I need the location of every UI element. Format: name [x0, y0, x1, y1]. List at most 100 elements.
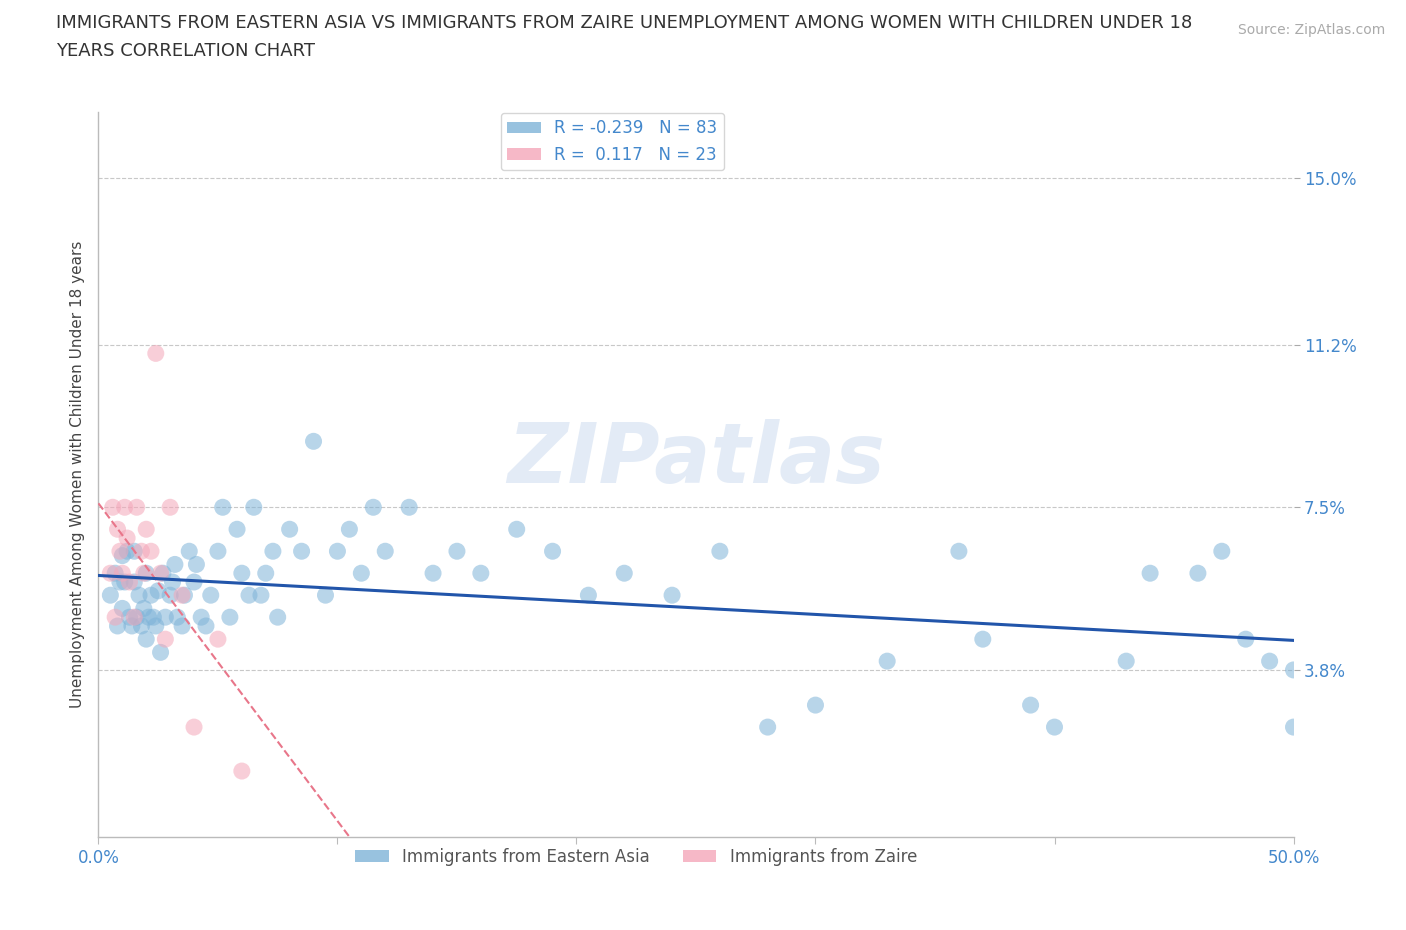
Point: [166, 610, 188, 625]
Point: [363, 499, 385, 514]
Point: [1211, 544, 1233, 559]
Point: [139, 588, 162, 603]
Point: [162, 575, 184, 590]
Point: [107, 618, 129, 633]
Y-axis label: Unemployment Among Women with Children Under 18 years: Unemployment Among Women with Children U…: [69, 241, 84, 708]
Point: [190, 610, 212, 625]
Point: [470, 565, 492, 580]
Point: [139, 544, 162, 559]
Point: [163, 557, 186, 572]
Point: [124, 544, 146, 559]
Point: [114, 499, 136, 514]
Point: [756, 720, 779, 735]
Point: [1139, 565, 1161, 580]
Point: [125, 499, 148, 514]
Point: [186, 557, 208, 572]
Point: [709, 544, 731, 559]
Point: [446, 544, 468, 559]
Point: [398, 499, 420, 514]
Point: [98, 565, 122, 580]
Point: [200, 588, 222, 603]
Point: [135, 631, 157, 646]
Point: [135, 522, 157, 537]
Point: [159, 588, 181, 603]
Point: [219, 610, 242, 625]
Point: [124, 610, 146, 625]
Point: [1234, 631, 1257, 646]
Text: Source: ZipAtlas.com: Source: ZipAtlas.com: [1237, 23, 1385, 37]
Point: [506, 522, 529, 537]
Point: [138, 610, 160, 625]
Point: [350, 565, 373, 580]
Point: [115, 531, 138, 546]
Text: IMMIGRANTS FROM EASTERN ASIA VS IMMIGRANTS FROM ZAIRE UNEMPLOYMENT AMONG WOMEN W: IMMIGRANTS FROM EASTERN ASIA VS IMMIGRAN…: [56, 14, 1192, 32]
Point: [374, 544, 396, 559]
Point: [315, 588, 337, 603]
Point: [291, 544, 314, 559]
Point: [948, 544, 970, 559]
Point: [132, 601, 155, 616]
Point: [1043, 720, 1066, 735]
Point: [267, 610, 290, 625]
Point: [1258, 654, 1281, 669]
Text: YEARS CORRELATION CHART: YEARS CORRELATION CHART: [56, 42, 315, 60]
Point: [302, 434, 325, 449]
Point: [422, 565, 444, 580]
Point: [104, 610, 127, 625]
Point: [238, 588, 260, 603]
Point: [111, 548, 134, 563]
Point: [108, 575, 131, 590]
Point: [339, 522, 361, 537]
Point: [207, 544, 229, 559]
Point: [101, 499, 124, 514]
Point: [231, 565, 253, 580]
Point: [98, 588, 122, 603]
Point: [250, 588, 273, 603]
Point: [1115, 654, 1137, 669]
Point: [211, 499, 233, 514]
Point: [1282, 720, 1305, 735]
Point: [142, 610, 165, 625]
Point: [131, 544, 153, 559]
Point: [125, 610, 148, 625]
Point: [254, 565, 277, 580]
Point: [108, 544, 131, 559]
Point: [172, 588, 194, 603]
Point: [155, 610, 177, 625]
Point: [104, 565, 127, 580]
Point: [183, 720, 205, 735]
Point: [172, 618, 194, 633]
Point: [179, 544, 201, 559]
Point: [207, 631, 229, 646]
Point: [145, 618, 167, 633]
Point: [145, 346, 167, 361]
Point: [1282, 662, 1305, 677]
Point: [149, 565, 172, 580]
Point: [155, 631, 177, 646]
Point: [972, 631, 994, 646]
Legend: Immigrants from Eastern Asia, Immigrants from Zaire: Immigrants from Eastern Asia, Immigrants…: [349, 841, 924, 872]
Point: [876, 654, 898, 669]
Point: [326, 544, 349, 559]
Point: [1187, 565, 1209, 580]
Point: [152, 565, 174, 580]
Point: [226, 522, 249, 537]
Point: [124, 575, 146, 590]
Point: [541, 544, 564, 559]
Point: [115, 544, 138, 559]
Text: ZIPatlas: ZIPatlas: [508, 419, 884, 500]
Point: [278, 522, 301, 537]
Point: [613, 565, 636, 580]
Point: [149, 644, 172, 659]
Point: [1019, 698, 1042, 712]
Point: [111, 601, 134, 616]
Point: [804, 698, 827, 712]
Point: [121, 618, 143, 633]
Point: [128, 588, 150, 603]
Point: [578, 588, 600, 603]
Point: [118, 575, 141, 590]
Point: [111, 565, 134, 580]
Point: [183, 575, 205, 590]
Point: [118, 610, 141, 625]
Point: [262, 544, 284, 559]
